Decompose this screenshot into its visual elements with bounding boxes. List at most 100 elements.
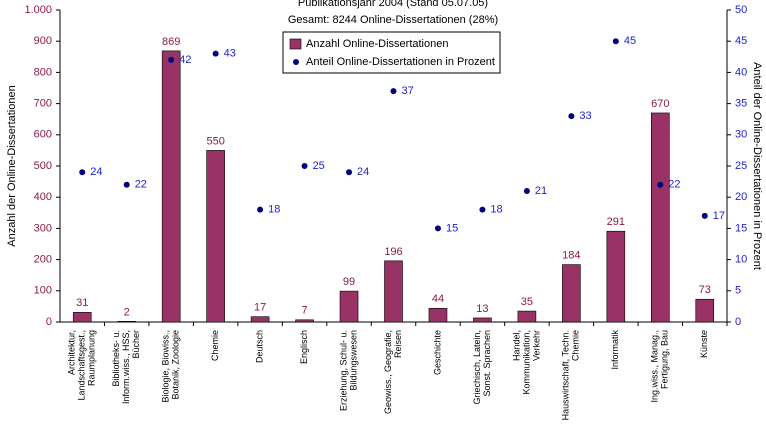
- point: [523, 187, 530, 194]
- value-label: 24: [90, 166, 102, 178]
- x-tick-label: Informatik: [610, 330, 620, 370]
- value-label: 37: [402, 85, 414, 97]
- x-tick-label: Ing.wiss., Manag.,: [650, 330, 660, 403]
- point: [657, 181, 664, 188]
- point: [168, 56, 175, 63]
- bar: [250, 316, 270, 323]
- y-tick-label: 800: [34, 66, 52, 78]
- y-tick-label: 400: [34, 191, 52, 203]
- bar: [339, 290, 359, 323]
- bar: [517, 310, 537, 323]
- value-label: 43: [224, 48, 236, 60]
- x-tick-label: Künste: [699, 330, 709, 358]
- point: [612, 38, 619, 45]
- x-tick-label: Botanik, Zoologie: [171, 330, 181, 400]
- y2-tick-label: 40: [735, 66, 747, 78]
- x-tick-label: Bibliotheks- u.: [111, 330, 121, 387]
- value-label: 25: [313, 160, 325, 172]
- y2-tick-label: 35: [735, 98, 747, 110]
- value-label: 22: [135, 179, 147, 191]
- legend-box: [282, 31, 501, 74]
- value-label: 45: [624, 35, 636, 47]
- value-label: 31: [76, 297, 88, 309]
- y2-tick-label: 10: [735, 254, 747, 266]
- y-axis-title: Anzahl der Online-Dissertationen: [6, 85, 18, 246]
- value-label: 869: [162, 36, 180, 48]
- legend-marker: [289, 38, 302, 50]
- x-tick-label: Geowiss., Geografie,: [383, 330, 393, 414]
- value-label: 99: [343, 276, 355, 288]
- x-tick-label: Hauswirtschaft, Techn.: [561, 330, 571, 420]
- point: [701, 212, 708, 219]
- value-label: 73: [699, 284, 711, 296]
- bar: [117, 321, 136, 323]
- y-tick-label: 300: [34, 222, 52, 234]
- y2-tick-label: 50: [735, 4, 747, 16]
- value-label: 670: [651, 98, 669, 110]
- value-label: 18: [490, 204, 502, 216]
- value-label: 24: [357, 166, 369, 178]
- bar: [606, 230, 626, 323]
- y2-tick-label: 15: [735, 222, 747, 234]
- bar: [384, 260, 403, 323]
- point: [123, 181, 130, 188]
- legend-marker: [293, 59, 299, 65]
- point: [346, 169, 353, 176]
- chart-title: Publikationsjahr 2004 (Stand 05.07.05): [298, 0, 488, 9]
- x-tick-label: Handel,: [511, 330, 521, 361]
- x-tick-label: Erziehung, Schul- u.: [338, 330, 348, 411]
- x-tick-label: Geschichte: [432, 330, 442, 375]
- y2-tick-label: 25: [735, 160, 747, 172]
- value-label: 196: [384, 246, 402, 258]
- x-tick-label: Verkehr: [531, 330, 541, 361]
- point: [479, 206, 486, 213]
- y2-tick-label: 45: [735, 35, 747, 47]
- point: [434, 225, 441, 232]
- value-label: 42: [179, 54, 191, 66]
- x-tick-label: Chemie: [210, 330, 220, 361]
- bar: [161, 50, 181, 323]
- point: [568, 113, 575, 120]
- x-tick-label: Landschaftsgest.,: [77, 330, 87, 401]
- point: [301, 163, 308, 169]
- value-label: 291: [607, 216, 625, 228]
- point: [79, 169, 86, 176]
- y2-tick-label: 0: [735, 316, 741, 328]
- y-tick-label: 200: [34, 254, 52, 266]
- y-tick-label: 100: [34, 285, 52, 297]
- bar: [206, 150, 225, 323]
- x-tick-label: Kommunikation,: [521, 330, 531, 395]
- y-tick-label: 0: [46, 316, 52, 328]
- bar: [695, 298, 715, 323]
- x-tick-label: Deutsch: [254, 330, 264, 363]
- bar: [650, 112, 670, 323]
- value-label: 15: [446, 222, 458, 234]
- value-label: 33: [579, 110, 591, 122]
- value-label: 35: [521, 296, 533, 308]
- x-tick-label: Chemie: [571, 330, 581, 361]
- value-label: 17: [713, 210, 725, 222]
- y-tick-label: 700: [34, 98, 52, 110]
- x-tick-label: Fertigung, Bau: [660, 330, 670, 389]
- x-tick-label: Bücher: [131, 330, 141, 359]
- y2-tick-label: 20: [735, 191, 747, 203]
- point: [257, 206, 264, 213]
- x-tick-label: Biologie, Biowiss.,: [161, 330, 171, 403]
- y-tick-label: 1.000: [24, 4, 52, 16]
- value-label: 550: [206, 135, 224, 147]
- chart-subtitle: Gesamt: 8244 Online-Dissertationen (28%): [288, 14, 498, 26]
- point: [212, 50, 219, 57]
- y-tick-label: 500: [34, 160, 52, 172]
- point: [390, 88, 397, 95]
- value-label: 184: [562, 249, 580, 261]
- x-tick-label: Reisen: [393, 330, 403, 358]
- bar: [295, 319, 314, 323]
- y-tick-label: 900: [34, 35, 52, 47]
- value-label: 44: [432, 293, 444, 305]
- value-label: 17: [254, 302, 266, 314]
- value-label: 18: [268, 204, 280, 216]
- bar: [428, 307, 448, 323]
- x-tick-label: Bildungswesen: [348, 330, 358, 391]
- y2-tick-label: 5: [735, 285, 741, 297]
